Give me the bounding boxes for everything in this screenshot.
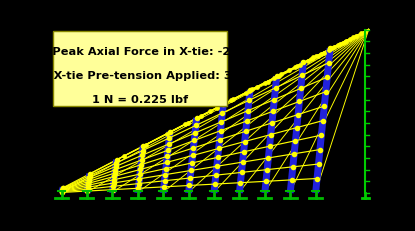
Text: Max Peak Axial Force in X-tie: -23 kN: Max Peak Axial Force in X-tie: -23 kN [22,46,259,56]
Text: 1 N = 0.225 lbf: 1 N = 0.225 lbf [92,95,188,105]
FancyBboxPatch shape [54,32,227,107]
Text: (Max X-tie Pre-tension Applied: 35kN): (Max X-tie Pre-tension Applied: 35kN) [18,71,262,81]
